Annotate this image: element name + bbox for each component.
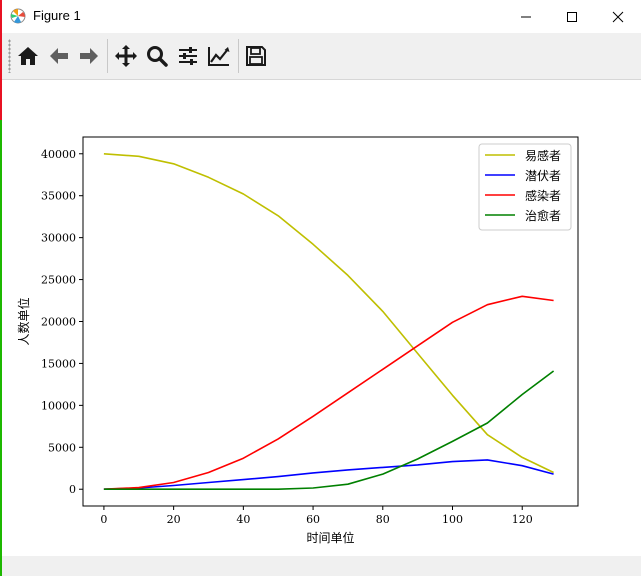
y-tick-label: 10000: [41, 399, 76, 412]
x-axis-label: 时间单位: [306, 530, 354, 545]
x-tick-label: 60: [306, 513, 320, 526]
legend-label-infected: 感染者: [525, 188, 561, 203]
minimize-button[interactable]: [503, 0, 549, 33]
toolbar-separator: [107, 39, 108, 73]
back-arrow-icon: [50, 48, 68, 64]
edit-axis-button[interactable]: [205, 41, 233, 71]
window-title: Figure 1: [33, 8, 81, 23]
pan-icon: [115, 45, 137, 67]
save-button[interactable]: [242, 41, 270, 71]
zoom-button[interactable]: [143, 41, 171, 71]
legend-label-recovered: 治愈者: [525, 208, 561, 223]
forward-button[interactable]: [75, 41, 103, 71]
maximize-icon: [567, 11, 577, 22]
window-edge-highlight: [0, 120, 2, 576]
x-tick-label: 100: [442, 513, 463, 526]
x-tick-label: 20: [167, 513, 181, 526]
back-button[interactable]: [45, 41, 73, 71]
navigation-toolbar: [2, 33, 641, 80]
figure-canvas[interactable]: 0 20 40 60 80 100 120 0 5000 10000 15000 20000 25000…: [2, 80, 641, 556]
y-tick-label: 20000: [41, 316, 76, 329]
status-bar: [2, 556, 641, 576]
maximize-button[interactable]: [549, 0, 595, 33]
y-tick-label: 30000: [41, 232, 76, 245]
y-tick-label: 15000: [41, 357, 76, 370]
home-icon: [18, 47, 38, 65]
y-tick-label: 5000: [48, 441, 76, 454]
configure-subplots-button[interactable]: [174, 41, 202, 71]
toolbar-grip[interactable]: [8, 39, 11, 73]
home-button[interactable]: [14, 41, 42, 71]
save-icon: [246, 46, 266, 66]
legend-box: [478, 143, 572, 231]
x-tick-label: 120: [512, 513, 533, 526]
legend-label-exposed: 潜伏者: [525, 169, 561, 183]
series-line-infected: [103, 295, 554, 490]
toolbar-separator: [238, 39, 239, 73]
minimize-icon: [521, 16, 531, 17]
close-icon: [612, 11, 624, 22]
legend: 易感者 潜伏者 感染者 治愈者: [478, 143, 572, 231]
close-button[interactable]: [595, 0, 641, 33]
series-line-recovered: [103, 370, 555, 491]
edit-axis-icon: [208, 47, 230, 66]
legend-label-susceptible: 易感者: [525, 148, 561, 163]
x-tick-label: 40: [236, 513, 250, 526]
line-chart: 0 20 40 60 80 100 120 0 5000 10000 15000 20000 25000…: [16, 136, 579, 545]
y-tick-label: 25000: [41, 274, 76, 287]
forward-arrow-icon: [80, 48, 98, 64]
zoom-icon: [147, 46, 168, 67]
x-tick-label: 0: [100, 513, 107, 526]
y-axis-label: 人数单位: [16, 297, 31, 345]
configure-subplots-icon: [179, 47, 197, 65]
pan-button[interactable]: [112, 41, 140, 71]
y-tick-label: 35000: [41, 190, 76, 203]
matplotlib-app-icon: [10, 8, 26, 24]
y-tick-label: 0: [69, 483, 76, 496]
series-line-exposed: [103, 459, 554, 490]
y-tick-label: 40000: [41, 148, 76, 161]
title-bar: Figure 1: [2, 0, 641, 33]
x-tick-label: 80: [376, 513, 390, 526]
series-line-susceptible: [103, 153, 554, 474]
